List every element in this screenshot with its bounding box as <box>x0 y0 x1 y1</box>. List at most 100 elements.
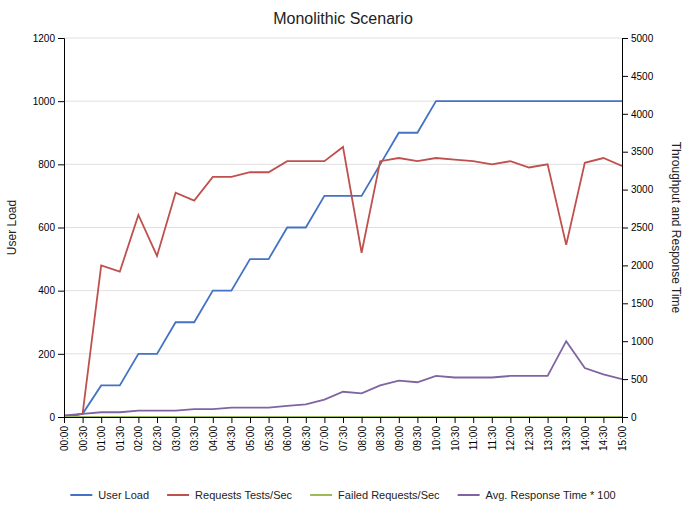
y2-tick-mark <box>622 303 628 304</box>
x-tick-label: 02:30 <box>152 426 163 451</box>
y2-tick: 5000 <box>622 33 654 44</box>
x-tick-label: 08:00 <box>357 426 368 451</box>
grid-line <box>64 290 622 291</box>
y2-tick-label: 3000 <box>631 184 654 195</box>
title: Monolithic Scenario <box>273 10 413 27</box>
x-tick: 05:30 <box>264 417 275 451</box>
x-tick: 02:30 <box>152 417 163 451</box>
legend-swatch <box>310 494 332 496</box>
y2-tick-label: 2000 <box>631 260 654 271</box>
x-tick-label: 13:00 <box>543 426 554 451</box>
x-tick-mark <box>324 417 325 423</box>
x-tick-label: 04:00 <box>208 426 219 451</box>
x-tick-label: 14:00 <box>580 426 591 451</box>
y2-tick-label: 0 <box>631 412 637 423</box>
x-tick-mark <box>101 417 102 423</box>
legend-label: User Load <box>98 489 149 501</box>
x-tick: 15:00 <box>617 417 628 451</box>
x-tick-mark <box>603 417 604 423</box>
x-tick-mark <box>231 417 232 423</box>
x-tick-mark <box>492 417 493 423</box>
x-tick-label: 12:30 <box>524 426 535 451</box>
y2-tick-mark <box>622 417 628 418</box>
y-tick-mark <box>58 417 64 418</box>
x-tick: 06:30 <box>301 417 312 451</box>
y-axis-line <box>58 39 65 418</box>
series-group <box>64 101 622 417</box>
x-tick-label: 05:00 <box>245 426 256 451</box>
legend-label: Failed Requests/Sec <box>338 489 440 501</box>
x-tick-label: 06:30 <box>301 426 312 451</box>
x-tick-label: 15:00 <box>617 426 628 451</box>
legend-item: User Load <box>70 489 149 501</box>
x-tick-label: 12:00 <box>505 426 516 451</box>
y2-tick-label: 2500 <box>631 222 654 233</box>
legend-label: Avg. Response Time * 100 <box>486 489 616 501</box>
y2-tick-mark <box>622 190 628 191</box>
x-tick-mark <box>399 417 400 423</box>
x-tick: 08:30 <box>375 417 386 451</box>
x-tick: 05:00 <box>245 417 256 451</box>
y-tick: 0 <box>49 412 64 423</box>
x-tick-label: 01:00 <box>96 426 107 451</box>
legend-item: Avg. Response Time * 100 <box>458 489 616 501</box>
x-tick-label: 06:00 <box>282 426 293 451</box>
y2-tick: 2000 <box>622 260 654 271</box>
x-tick-label: 09:00 <box>394 426 405 451</box>
y-tick-label: 0 <box>49 412 55 423</box>
x-tick-mark <box>287 417 288 423</box>
grid-line <box>64 227 622 228</box>
x-tick: 13:00 <box>543 417 554 451</box>
y2-tick: 1000 <box>622 336 654 347</box>
x-tick-label: 00:00 <box>59 426 70 451</box>
x-tick-mark <box>250 417 251 423</box>
y2-tick-label: 500 <box>631 374 648 385</box>
y-tick-mark <box>58 38 64 39</box>
x-tick-mark <box>213 417 214 423</box>
y-tick-label: 200 <box>38 349 55 360</box>
x-tick-label: 04:30 <box>226 426 237 451</box>
y2-tick-mark <box>622 114 628 115</box>
y-tick-mark <box>58 291 64 292</box>
x-tick-label: 00:30 <box>78 426 89 451</box>
x-tick-mark <box>343 417 344 423</box>
y-tick: 400 <box>38 285 64 296</box>
y-tick: 1000 <box>33 96 64 107</box>
y2-tick: 4000 <box>622 109 654 120</box>
y-tick-mark <box>58 164 64 165</box>
x-tick-mark <box>194 417 195 423</box>
series-line <box>64 341 622 415</box>
x-tick: 08:00 <box>357 417 368 451</box>
x-tick-label: 07:00 <box>319 426 330 451</box>
y-tick: 200 <box>38 349 64 360</box>
x-tick-label: 08:30 <box>375 426 386 451</box>
x-tick: 10:00 <box>431 417 442 451</box>
y2-tick-mark <box>622 76 628 77</box>
y-axis: 020040060080010001200 <box>33 33 65 423</box>
grid <box>64 38 622 417</box>
legend-swatch <box>70 494 92 496</box>
x-tick: 10:30 <box>450 417 461 451</box>
x-tick-label: 09:30 <box>412 426 423 451</box>
legend-item: Requests Tests/Sec <box>167 489 293 501</box>
x-tick-mark <box>529 417 530 423</box>
y2-tick-label: 1500 <box>631 298 654 309</box>
x-tick: 00:30 <box>78 417 89 451</box>
x-tick-label: 10:00 <box>431 426 442 451</box>
x-tick-mark <box>510 417 511 423</box>
x-tick: 13:30 <box>561 417 572 451</box>
x-tick-mark <box>269 417 270 423</box>
y-tick-mark <box>58 354 64 355</box>
y2-tick-mark <box>622 341 628 342</box>
x-tick-mark <box>138 417 139 423</box>
y2-tick-mark <box>622 152 628 153</box>
y2-tick-mark <box>622 379 628 380</box>
y-tick-label: 800 <box>38 159 55 170</box>
y2-tick-label: 5000 <box>631 33 654 44</box>
x-axis-line <box>65 418 623 424</box>
x-tick: 04:30 <box>226 417 237 451</box>
y2-axis: 0500100015002000250030003500400045005000 <box>622 33 654 423</box>
x-tick: 07:00 <box>319 417 330 451</box>
x-tick-label: 03:00 <box>171 426 182 451</box>
x-tick-mark <box>566 417 567 423</box>
